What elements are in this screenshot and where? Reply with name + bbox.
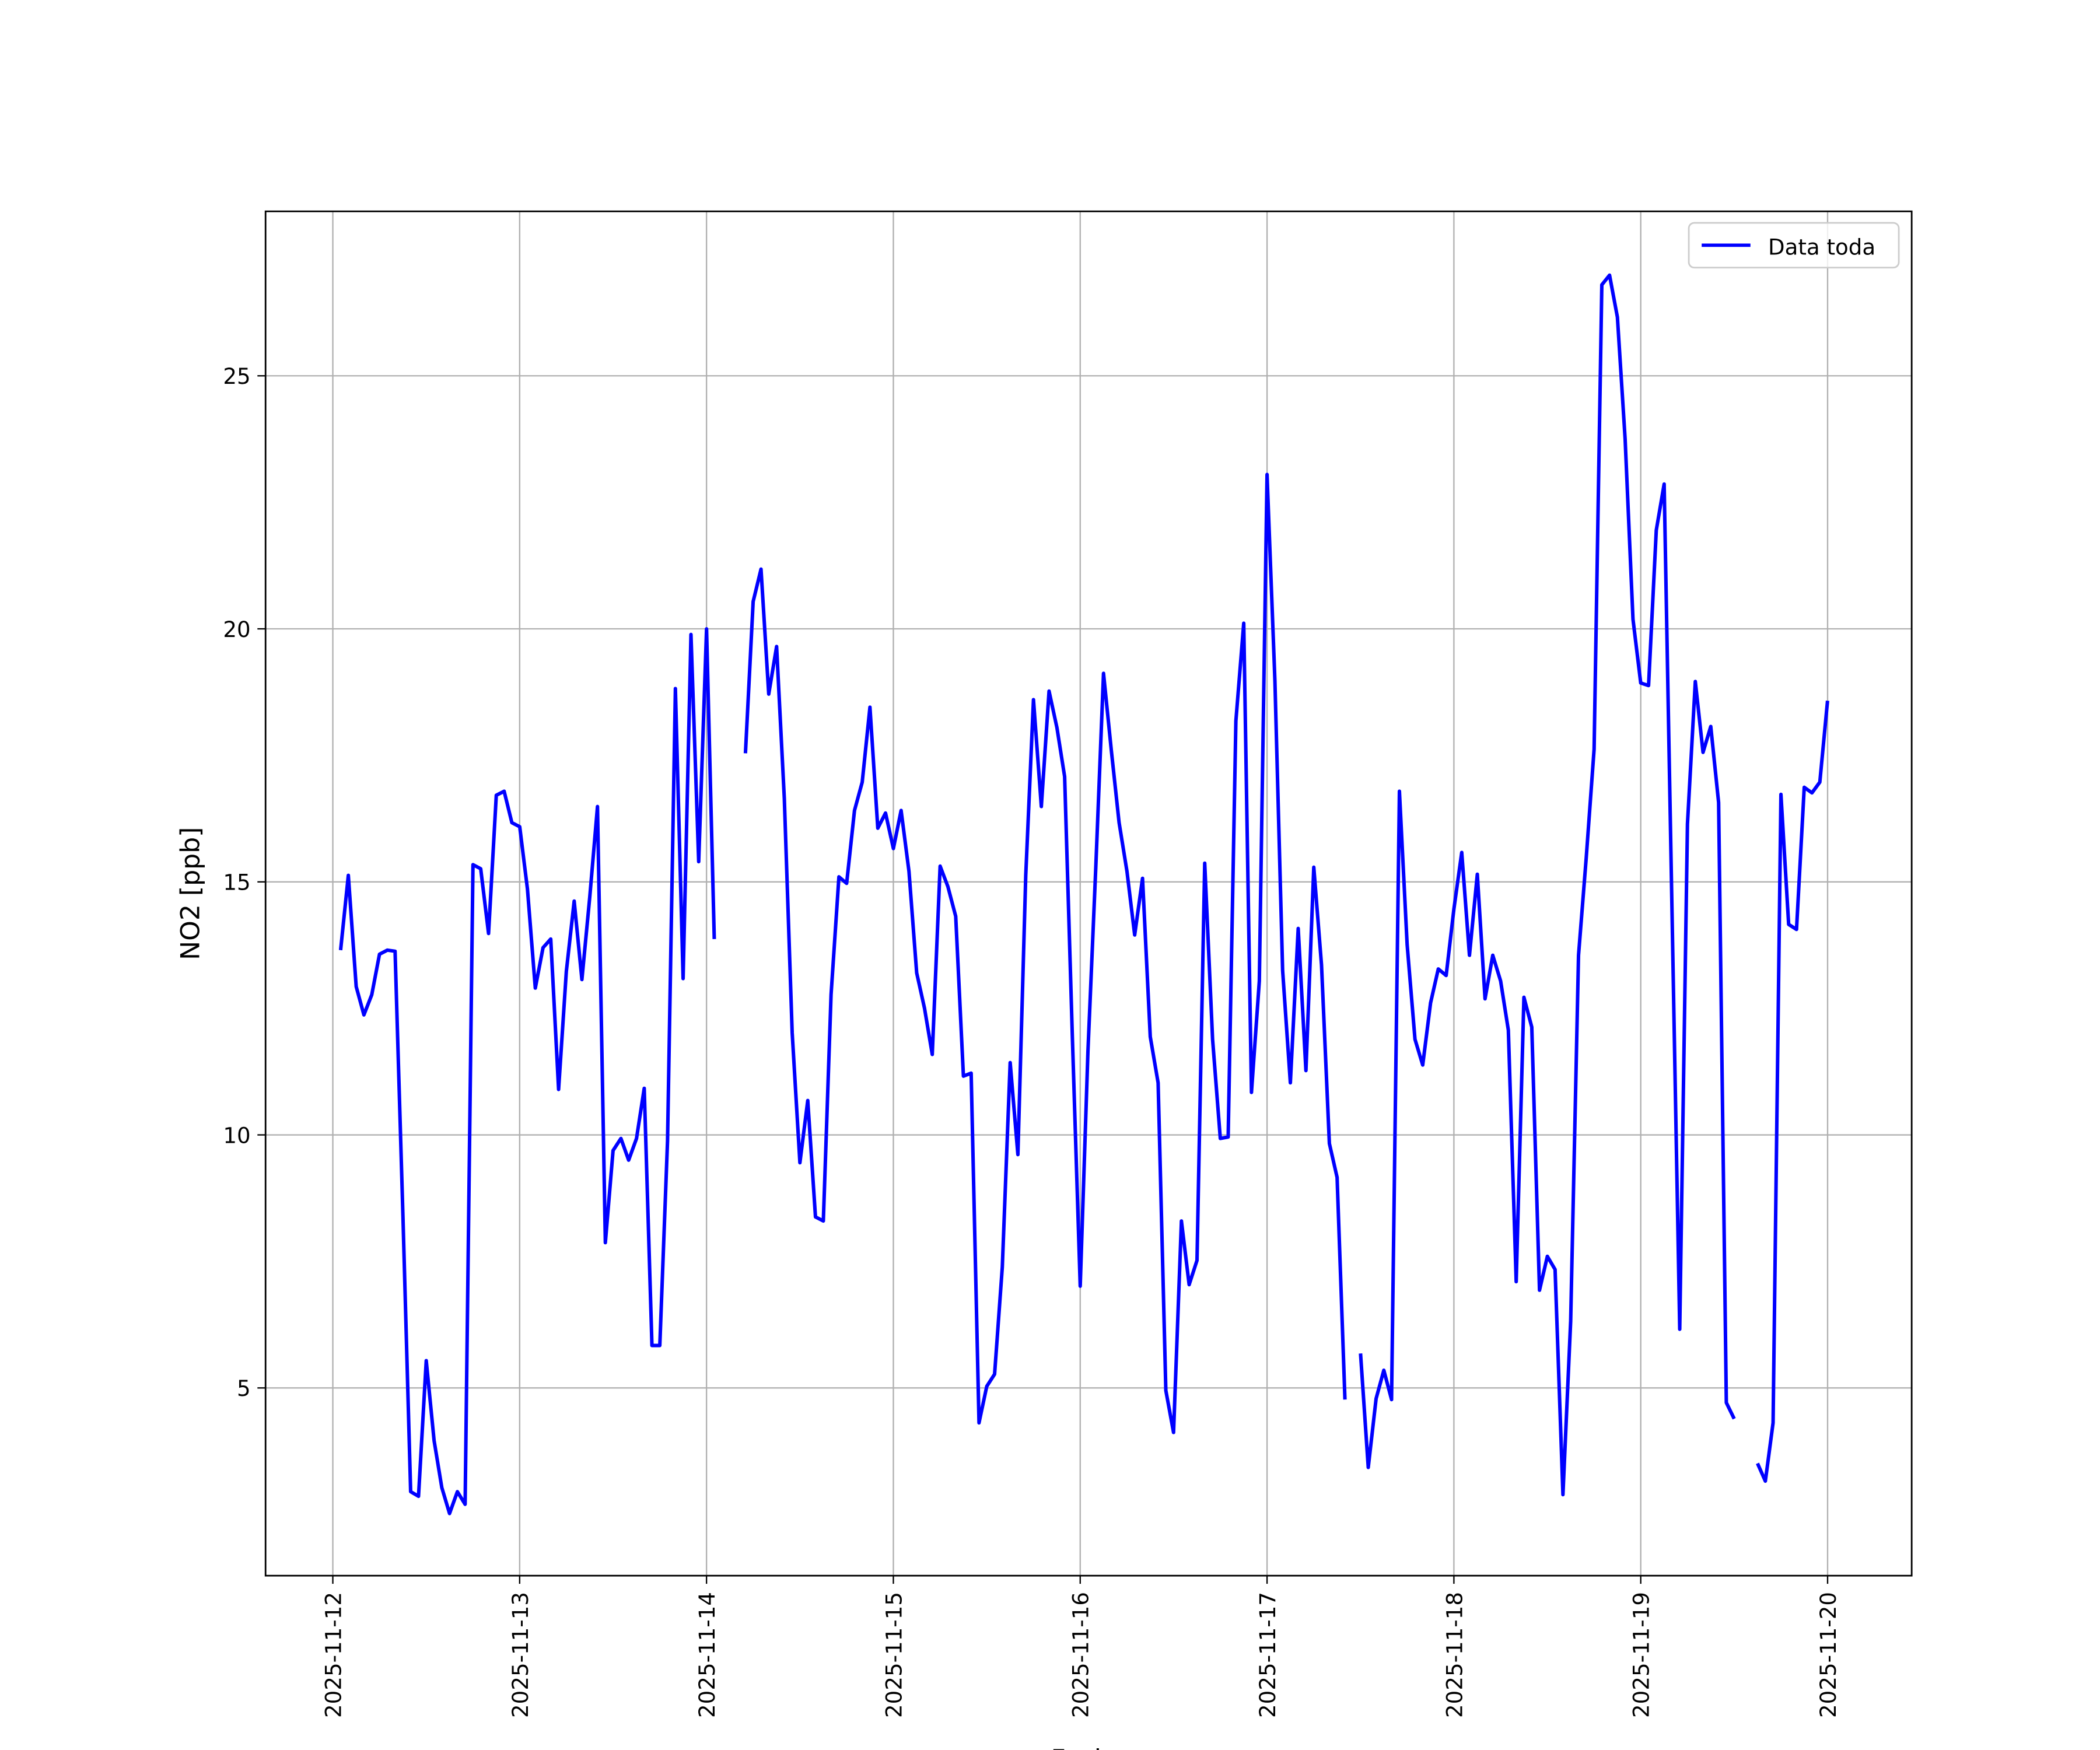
y-tick-label: 15 [223,870,250,895]
x-tick-label: 2025-11-15 [881,1592,907,1718]
x-tick-label: 2025-11-12 [321,1592,346,1718]
y-tick-label: 5 [237,1376,251,1401]
y-tick-label: 25 [223,364,250,389]
x-tick-label: 2025-11-20 [1816,1592,1841,1718]
y-axis-label: NO2 [ppb] [176,827,205,960]
series-layer [338,273,1829,1516]
grid-lines [265,211,1912,1576]
plot-frame [264,210,1913,1577]
x-axis-ticks: 2025-11-12 2025-11-13 2025-11-14 2025-11-15… [321,1576,1841,1718]
y-axis-ticks: 5 10 15 20 25 [223,364,266,1401]
legend-box [1688,222,1900,269]
legend: Data toda [1688,222,1900,269]
y-tick-label: 10 [223,1123,250,1148]
x-tick-label: 2025-11-18 [1442,1592,1467,1718]
x-tick-label: 2025-11-16 [1069,1592,1094,1718]
plot-area [265,211,1912,1576]
x-tick-label: 2025-11-13 [508,1592,533,1718]
y-tick-label: 20 [223,617,250,642]
x-tick-label: 2025-11-14 [695,1592,720,1718]
x-tick-label: 2025-11-19 [1629,1592,1654,1718]
legend-label-data-toda: Data toda [1768,235,1875,260]
x-tick-label: 2025-11-17 [1255,1592,1280,1718]
x-axis-label: Fecha [1051,1745,1126,1750]
